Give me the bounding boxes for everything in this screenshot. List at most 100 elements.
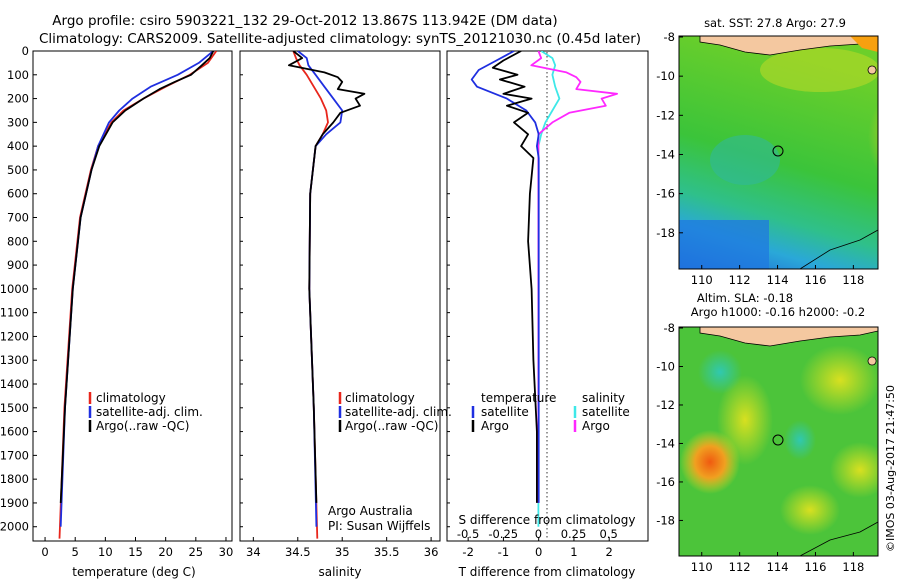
temperature-panel: 0 5 10 15 20 25 30 temperature (deg C) climato… xyxy=(32,50,233,579)
temperature-argo-difference-line xyxy=(491,51,538,503)
depth-tick-label-11: 1100 xyxy=(0,306,29,320)
difference-legend-temperature: temperature satellite Argo xyxy=(471,391,556,433)
difference-t-x-tick-label-2: 0 xyxy=(535,545,542,559)
depth-tick-label-10: 1000 xyxy=(0,282,29,296)
depth-tick-label-14: 1400 xyxy=(0,377,29,391)
difference-x-ticks: -2 -1 0 1 2 -0.5 -0.25 0 0.25 0.5 xyxy=(457,527,618,559)
sla-map-frame xyxy=(678,326,879,557)
sst-map-lat-label-3: -14 xyxy=(656,147,675,161)
sla-land-coast xyxy=(699,327,878,347)
sst-map-lat-label-1: -10 xyxy=(656,69,675,83)
sst-cold-band xyxy=(679,220,769,269)
difference-legend-salinity: salinity satellite Argo xyxy=(573,391,630,433)
sst-cool-patch xyxy=(710,135,780,185)
temperature-x-tick-label-1: 5 xyxy=(72,545,79,559)
legend-label-argo: Argo(..raw -QC) xyxy=(96,419,189,433)
t-difference-x-label: T difference from climatology xyxy=(458,565,636,579)
sla-map-lat-label-3: -14 xyxy=(656,436,675,450)
difference-s-x-tick-label-2: 0 xyxy=(535,527,542,541)
depth-tick-label-17: 1700 xyxy=(0,448,29,462)
sla-argo-position-marker xyxy=(772,434,784,446)
temperature-plot-frame xyxy=(32,50,233,542)
depth-tick-label-15: 1500 xyxy=(0,401,29,415)
depth-tick-label-7: 700 xyxy=(7,211,29,225)
difference-s-x-tick-label-4: 0.5 xyxy=(599,527,617,541)
sla-map-lat-label-2: -12 xyxy=(656,398,675,412)
difference-s-x-tick-label-3: 0.25 xyxy=(561,527,587,541)
legend-label-climatology: climatology xyxy=(345,391,415,405)
depth-tick-label-4: 400 xyxy=(7,139,29,153)
depth-tick-label-19: 1900 xyxy=(0,496,29,510)
salinity-satellite-line xyxy=(297,51,344,527)
difference-t-x-tick-label-3: 1 xyxy=(570,545,577,559)
temperature-x-ticks: 0 5 10 15 20 25 30 xyxy=(41,537,233,559)
depth-tick-label-9: 900 xyxy=(7,258,29,272)
sla-map-lat-label-4: -16 xyxy=(656,475,675,489)
depth-tick-label-1: 100 xyxy=(7,68,29,82)
depth-axis: 0 100 200 300 400 500 600 700 800 900 1000 1100 1200… xyxy=(0,44,450,534)
legend-label-satellite: satellite-adj. clim. xyxy=(345,405,452,419)
sst-map-lon-label-2: 114 xyxy=(767,273,789,287)
difference-t-x-tick-label-0: -2 xyxy=(462,545,473,559)
salinity-argo-line xyxy=(287,51,366,503)
temperature-x-tick-label-4: 20 xyxy=(158,545,173,559)
legend-label-salinity-satellite: satellite xyxy=(582,405,630,419)
difference-plot-frame xyxy=(446,50,649,542)
sla-yellow-patch xyxy=(800,345,878,415)
legend-label-satellite: satellite-adj. clim. xyxy=(96,405,203,419)
sst-map-field xyxy=(679,36,878,269)
imos-timestamp-stamp: ©IMOS 03-Aug-2017 21:47:50 xyxy=(884,385,897,552)
difference-t-x-tick-label-1: -1 xyxy=(498,545,509,559)
depth-tick-label-12: 1200 xyxy=(0,329,29,343)
sst-argo-position-marker xyxy=(772,145,784,157)
salinity-x-tick-label-4: 36 xyxy=(424,545,439,559)
sla-map-lon-label-1: 112 xyxy=(729,560,751,574)
salinity-argo-difference-line xyxy=(530,51,618,503)
sla-map-lon-label-3: 116 xyxy=(804,560,826,574)
salinity-plot-frame xyxy=(239,50,441,542)
temperature-satellite-line xyxy=(59,51,214,527)
sst-map-lon-label-3: 116 xyxy=(804,273,826,287)
depth-tick-label-0: 0 xyxy=(22,44,29,58)
legend-label-salinity-argo: Argo xyxy=(582,419,610,433)
legend-label-argo: Argo(..raw -QC) xyxy=(345,419,438,433)
sla-high-anomaly xyxy=(680,430,740,494)
sla-australia-coast xyxy=(799,521,878,556)
sla-island xyxy=(867,356,877,366)
depth-tick-label-8: 800 xyxy=(7,234,29,248)
salinity-climatology-line xyxy=(292,51,329,539)
salinity-x-label: salinity xyxy=(318,565,361,579)
salinity-legend: climatology satellite-adj. clim. Argo(..… xyxy=(338,391,452,433)
temperature-x-tick-label-6: 30 xyxy=(219,545,234,559)
difference-series xyxy=(470,51,618,527)
difference-s-x-tick-label-0: -0.5 xyxy=(457,527,479,541)
salinity-satellite-difference-line xyxy=(537,51,561,527)
temperature-climatology-line xyxy=(58,51,218,539)
salinity-x-tick-label-1: 34.5 xyxy=(285,545,311,559)
sla-map-lat-label-5: -18 xyxy=(656,513,675,527)
sst-warm-patch-2 xyxy=(760,48,878,92)
depth-tick-label-6: 600 xyxy=(7,187,29,201)
temperature-x-tick-label-3: 15 xyxy=(128,545,143,559)
depth-tick-label-2: 200 xyxy=(7,92,29,106)
figure-title-line1: Argo profile: csiro 5903221_132 29-Oct-2… xyxy=(52,13,557,29)
legend-label-satellite: satellite xyxy=(481,405,529,419)
sst-land-coast xyxy=(699,36,878,56)
sla-map: Altim. SLA: -0.18 Argo h1000: -0.16 h200… xyxy=(656,291,879,574)
depth-tick-label-3: 300 xyxy=(7,115,29,129)
difference-t-x-tick-label-4: 2 xyxy=(606,545,613,559)
temperature-x-tick-label-0: 0 xyxy=(41,545,48,559)
sst-island xyxy=(867,65,877,75)
sla-low-anomaly xyxy=(698,350,742,394)
salinity-series xyxy=(287,51,366,539)
salinity-note-project: Argo Australia xyxy=(328,504,413,518)
sst-map-lat-label-5: -18 xyxy=(656,226,675,240)
salinity-panel: 34 34.5 35 35.5 36 salinity climatology sate… xyxy=(239,50,452,579)
depth-tick-label-20: 2000 xyxy=(0,520,29,534)
temperature-x-tick-label-5: 25 xyxy=(188,545,203,559)
sla-map-axis-ticks: 110 112 114 116 118 -8 -10 -12 -14 -16 -18 xyxy=(656,321,864,574)
salinity-note-pi: PI: Susan Wijffels xyxy=(328,519,430,533)
sst-map-lon-label-4: 118 xyxy=(842,273,864,287)
depth-tick-label-5: 500 xyxy=(7,163,29,177)
sla-yellow-patch-3 xyxy=(830,442,878,498)
